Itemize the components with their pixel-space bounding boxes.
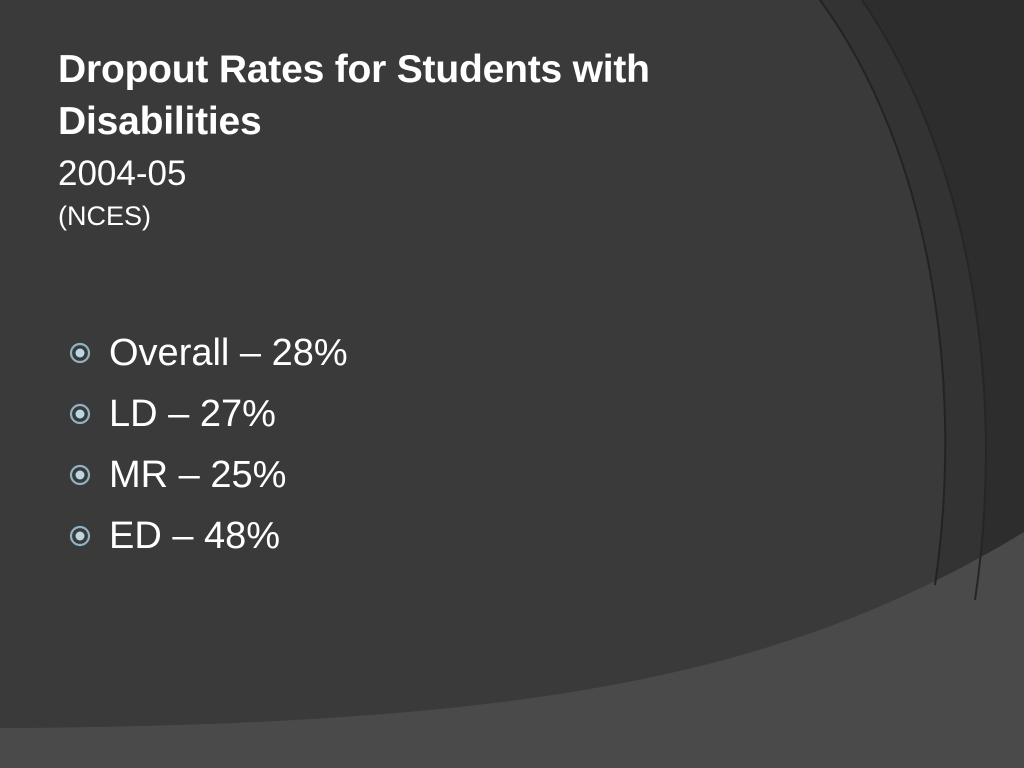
bullet-text: MR – 25% <box>109 453 287 496</box>
bullet-circle-icon <box>69 464 91 485</box>
bullet-item: LD – 27% <box>68 383 348 444</box>
bullet-text: LD – 27% <box>109 392 276 435</box>
bullet-item: MR – 25% <box>68 444 348 505</box>
background-arc-line <box>819 0 947 586</box>
bullet-circle-icon <box>69 525 91 546</box>
bullet-circle-icon <box>69 342 91 363</box>
bullet-text: ED – 48% <box>109 514 281 557</box>
bullet-list: Overall – 28% LD – 27% MR – 25% ED – 48% <box>68 322 348 566</box>
bullet-item: Overall – 28% <box>68 322 348 383</box>
background-arc-line-outer <box>861 0 987 601</box>
bullet-text: Overall – 28% <box>109 331 348 374</box>
slide-subtitle-source: (NCES) <box>58 201 151 231</box>
slide-title-line-1: Dropout Rates for Students with <box>58 48 650 91</box>
bullet-item: ED – 48% <box>68 505 348 566</box>
background-bottom-swoosh <box>0 532 1024 768</box>
slide-title-line-2: Disabilities <box>58 100 262 143</box>
bullet-circle-icon <box>69 403 91 424</box>
slide-subtitle-year: 2004-05 <box>58 154 187 193</box>
background-main-panel <box>0 0 946 728</box>
title-block: Dropout Rates for Students with Disabili… <box>58 44 818 234</box>
